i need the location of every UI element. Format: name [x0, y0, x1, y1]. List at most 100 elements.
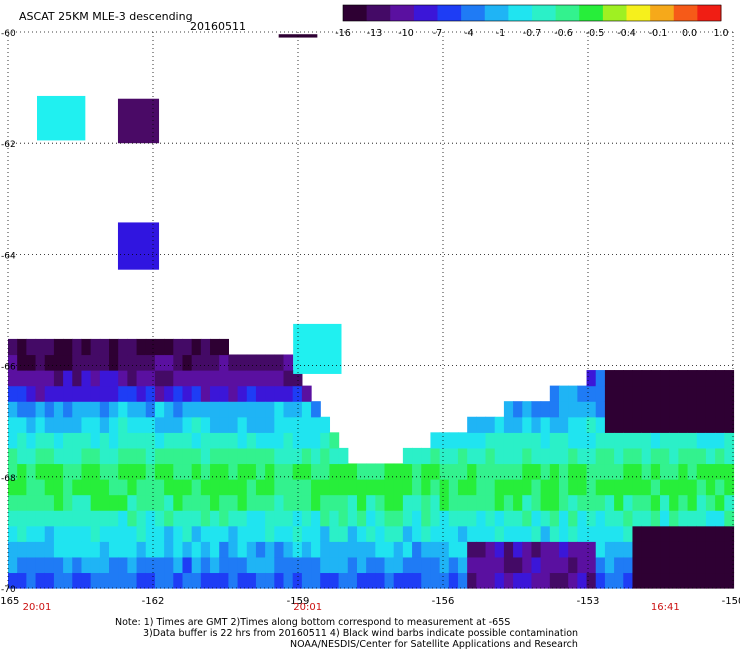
swath-cell — [476, 510, 487, 527]
swath-cell — [99, 494, 110, 511]
swath-cell — [614, 510, 624, 527]
swath-cell — [274, 385, 285, 402]
swath-cell — [265, 556, 275, 574]
swath-cell — [632, 494, 643, 511]
swath-cell — [402, 494, 413, 511]
swath-cell — [265, 370, 275, 387]
swath-cell — [311, 510, 321, 527]
swath-cell — [715, 494, 725, 511]
swath-cell — [715, 401, 725, 418]
swath-cell — [127, 479, 138, 496]
swath-cell — [191, 416, 202, 433]
swath-cell — [182, 541, 193, 558]
swath-cell — [650, 525, 661, 542]
swath-cell — [265, 354, 275, 371]
swath-cell — [90, 556, 101, 574]
swath-cell — [237, 494, 248, 511]
swath-cell — [127, 525, 138, 542]
swath-cell — [283, 401, 294, 418]
swath-cell — [549, 479, 560, 496]
swath-cell — [696, 463, 707, 480]
swath-cell — [127, 385, 138, 402]
swath-cell — [366, 525, 376, 542]
swath-cell — [44, 525, 55, 542]
swath-cell — [72, 541, 83, 558]
swath-cell — [559, 416, 569, 433]
swath-cell — [255, 463, 266, 480]
swath-cell — [265, 541, 275, 558]
swath-cell — [320, 572, 331, 589]
swath-cell — [604, 525, 615, 542]
swath-cell — [35, 525, 46, 542]
swath-cell — [687, 416, 698, 433]
swath-cell — [705, 556, 716, 574]
swath-cell — [8, 447, 18, 465]
swath-cell — [531, 525, 542, 542]
swath-cell — [632, 370, 643, 387]
swath-cell — [641, 572, 652, 589]
swath-cell — [457, 447, 468, 465]
swath-cell — [485, 572, 496, 589]
swath-cell — [586, 463, 597, 480]
swath-cell — [145, 572, 156, 589]
swath-cell — [604, 479, 615, 496]
swath-cell — [173, 432, 184, 449]
swath-cell — [439, 572, 450, 589]
swath-cell — [311, 494, 321, 511]
swath-cell — [127, 556, 138, 574]
swath-cell — [145, 541, 156, 558]
swath-cell — [237, 354, 248, 371]
swath-cell — [595, 479, 606, 496]
swath-cell — [494, 510, 505, 527]
swath-cell — [705, 416, 716, 433]
swath-cell — [485, 525, 496, 542]
swath-cell — [164, 354, 174, 371]
swath-cell — [63, 572, 73, 589]
swath-cell — [577, 541, 588, 558]
swath-cell — [72, 416, 83, 433]
swath-cell — [586, 494, 597, 511]
swath-cell — [99, 447, 110, 465]
swath-cell — [35, 479, 46, 496]
swath-cell — [549, 447, 560, 465]
swath-cell — [366, 479, 376, 496]
swath-cell — [724, 385, 735, 402]
swath-cell — [457, 479, 468, 496]
swath-cell — [164, 463, 174, 480]
colorbar-segment — [673, 5, 698, 21]
swath-cell — [485, 416, 496, 433]
swath-cell — [182, 354, 193, 371]
swath-cell — [641, 432, 652, 449]
y-tick-label: -64 — [1, 251, 16, 261]
colorbar-segment — [413, 5, 438, 21]
swath-cell — [669, 416, 679, 433]
swath-cell — [430, 432, 441, 449]
swath-cell — [164, 572, 174, 589]
swath-cell — [182, 479, 193, 496]
swath-cell — [650, 401, 661, 418]
swath-cell — [439, 541, 450, 558]
swath-cell — [182, 338, 193, 356]
swath-cell — [568, 556, 578, 574]
swath-cell — [559, 494, 569, 511]
swath-cell — [274, 541, 285, 558]
swath-cell — [26, 447, 37, 465]
time-label: 20:01 — [293, 602, 322, 613]
swath-cell — [210, 572, 220, 589]
swath-cell — [81, 463, 92, 480]
swath-cell — [81, 432, 92, 449]
swath-cell — [191, 479, 202, 496]
swath-cell — [301, 510, 312, 527]
swath-cell — [338, 556, 349, 574]
swath-cell — [669, 401, 679, 418]
swath-cell — [604, 432, 615, 449]
swath-cell — [44, 479, 55, 496]
swath-cell — [724, 401, 735, 418]
colorbar-segment — [650, 5, 675, 21]
swath-cell — [559, 432, 569, 449]
colorbar-segment — [461, 5, 486, 21]
swath-cell — [255, 494, 266, 511]
swath-cell — [559, 479, 569, 496]
swath-cell — [200, 541, 211, 558]
